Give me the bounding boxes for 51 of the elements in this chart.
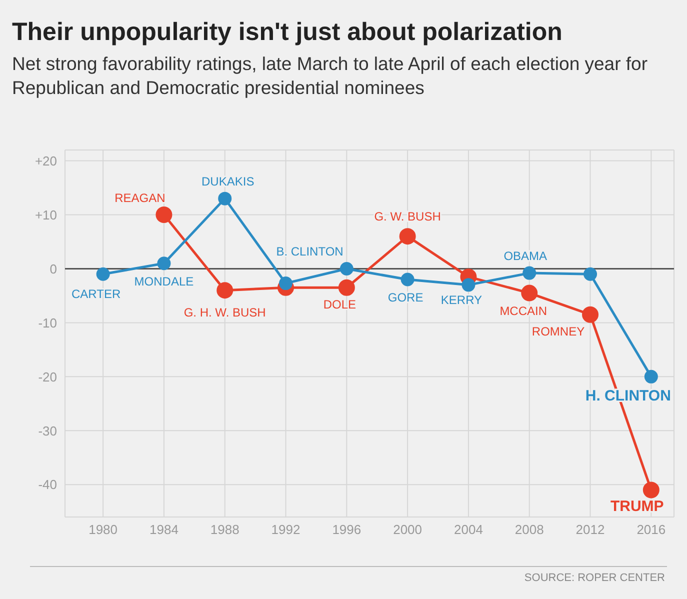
annotation: MONDALE: [134, 274, 194, 288]
x-tick-label: 1992: [271, 522, 300, 538]
point: [338, 279, 355, 296]
chart-subtitle: Net strong favorability ratings, late March to late April of each election year for Republican and Democratic presidential nominees: [12, 52, 648, 100]
chart-title: Their unpopularity isn't just about polarization: [12, 18, 562, 47]
y-tick-label: +10: [34, 207, 57, 222]
annotation: GORE: [388, 290, 424, 305]
y-tick-label: -10: [38, 315, 57, 330]
x-tick-label: 1980: [88, 522, 118, 538]
x-tick-label: 2016: [636, 522, 666, 538]
annotation: CARTER: [72, 287, 121, 302]
point: [522, 266, 536, 280]
point: [279, 276, 293, 290]
point: [584, 267, 598, 281]
point: [582, 306, 599, 323]
point: [399, 228, 416, 245]
y-tick-label: -20: [38, 369, 57, 384]
point: [642, 482, 660, 498]
point: [340, 262, 354, 276]
point: [400, 272, 414, 286]
point: [462, 278, 476, 292]
point: [644, 370, 658, 384]
y-tick-label: -40: [38, 477, 57, 492]
annotation: DUKAKIS: [202, 174, 254, 189]
point: [216, 282, 234, 299]
x-tick-label: 1988: [210, 522, 240, 538]
annotation: B. CLINTON: [276, 244, 344, 258]
annotation: KERRY: [440, 292, 482, 307]
point: [218, 192, 232, 206]
annotation: TRUMP: [610, 498, 664, 516]
point: [157, 256, 171, 270]
annotation: MCCAIN: [500, 304, 548, 318]
annotation: G. H. W. BUSH: [184, 305, 266, 320]
y-tick-label: +20: [34, 153, 57, 168]
point: [521, 284, 538, 302]
x-tick-label: 2004: [454, 522, 483, 538]
x-tick-label: 1984: [150, 522, 178, 538]
x-tick-label: 2008: [514, 522, 544, 538]
x-tick-label: 1996: [332, 522, 362, 538]
y-tick-label: -30: [38, 423, 57, 438]
annotation: OBAMA: [504, 249, 548, 264]
x-tick-label: 2012: [576, 522, 605, 538]
annotation: DOLE: [323, 298, 356, 312]
point: [156, 206, 172, 224]
annotation: REAGAN: [114, 190, 166, 205]
point: [96, 267, 110, 281]
x-tick-label: 2000: [393, 522, 422, 538]
annotation: G. W. BUSH: [374, 209, 441, 224]
source-note: SOURCE: ROPER CENTER: [524, 572, 665, 584]
y-tick-label: 0: [50, 261, 57, 276]
annotation: ROMNEY: [532, 324, 585, 339]
